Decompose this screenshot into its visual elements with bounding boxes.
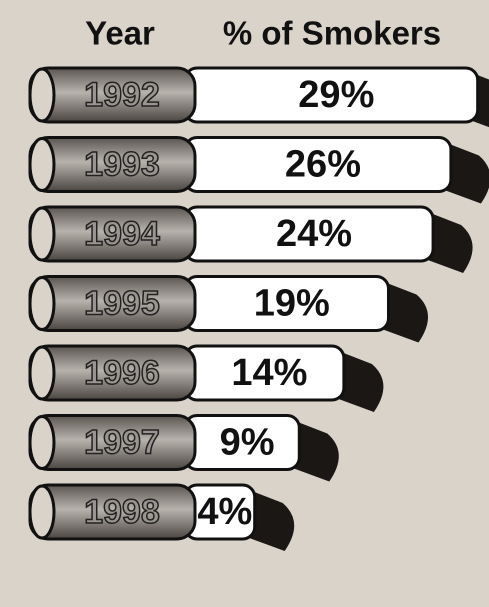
value-label: 14% bbox=[231, 352, 307, 394]
filter-end bbox=[30, 417, 54, 469]
year-label: 1993 bbox=[84, 145, 160, 183]
value-label: 26% bbox=[285, 144, 361, 186]
value-header: % of Smokers bbox=[223, 15, 441, 52]
year-label: 1995 bbox=[84, 284, 160, 322]
year-label: 1996 bbox=[84, 354, 160, 392]
filter-end bbox=[30, 208, 54, 260]
filter-end bbox=[30, 278, 54, 330]
filter-end bbox=[30, 139, 54, 191]
filter-end bbox=[30, 347, 54, 399]
value-label: 29% bbox=[298, 74, 374, 116]
year-label: 1998 bbox=[84, 493, 160, 531]
value-label: 24% bbox=[276, 213, 352, 255]
year-label: 1994 bbox=[84, 215, 160, 253]
value-label: 9% bbox=[220, 422, 275, 464]
chart: Year % of Smokers 1992 29% 1993 26% 1994 24% 1… bbox=[0, 0, 489, 607]
year-label: 1992 bbox=[84, 76, 160, 114]
value-label: 19% bbox=[254, 283, 330, 325]
filter-end bbox=[30, 486, 54, 538]
category-header: Year bbox=[85, 15, 155, 52]
value-label: 4% bbox=[197, 491, 252, 533]
filter-end bbox=[30, 69, 54, 121]
year-label: 1997 bbox=[84, 423, 160, 461]
